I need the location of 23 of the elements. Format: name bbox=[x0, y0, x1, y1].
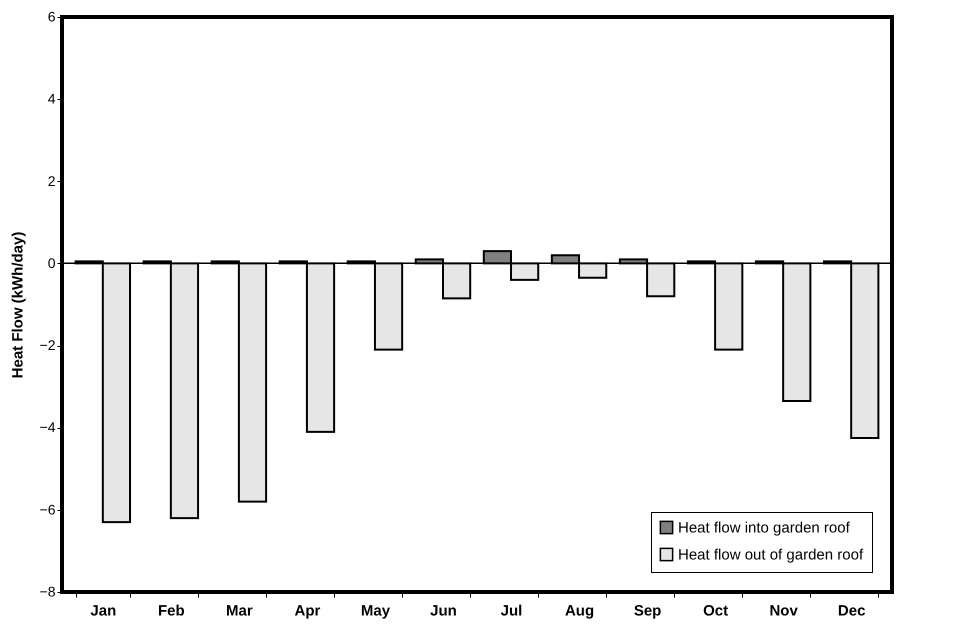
x-tick-label: May bbox=[360, 602, 391, 620]
y-tick-label: 6 bbox=[48, 8, 56, 24]
y-tick-label: −6 bbox=[40, 501, 56, 518]
legend-label: Heat flow out of garden roof bbox=[678, 546, 864, 564]
y-tick-label: −8 bbox=[40, 584, 56, 600]
y-tick-label: 4 bbox=[48, 90, 56, 107]
x-tick-label: Dec bbox=[838, 602, 866, 620]
x-tick-label: Aug bbox=[564, 602, 594, 620]
x-tick-label: Jun bbox=[430, 602, 457, 620]
legend-label: Heat flow into garden roof bbox=[678, 520, 851, 536]
y-tick-label: 2 bbox=[48, 172, 56, 189]
x-tick-label: Oct bbox=[703, 602, 728, 620]
x-tick-label: Feb bbox=[158, 602, 185, 620]
x-tick-label: Apr bbox=[294, 602, 320, 620]
y-tick-label: −4 bbox=[40, 419, 56, 436]
x-tick-label: Sep bbox=[634, 602, 662, 620]
y-axis-title: Heat Flow (kWh/day) bbox=[10, 232, 27, 378]
x-tick-label: Jul bbox=[500, 602, 522, 620]
x-tick-label: Nov bbox=[769, 602, 798, 620]
x-tick-label: Mar bbox=[226, 602, 253, 620]
y-tick-label: −2 bbox=[40, 337, 56, 354]
x-tick-label: Jan bbox=[90, 602, 116, 620]
y-tick-label: 0 bbox=[48, 254, 56, 271]
